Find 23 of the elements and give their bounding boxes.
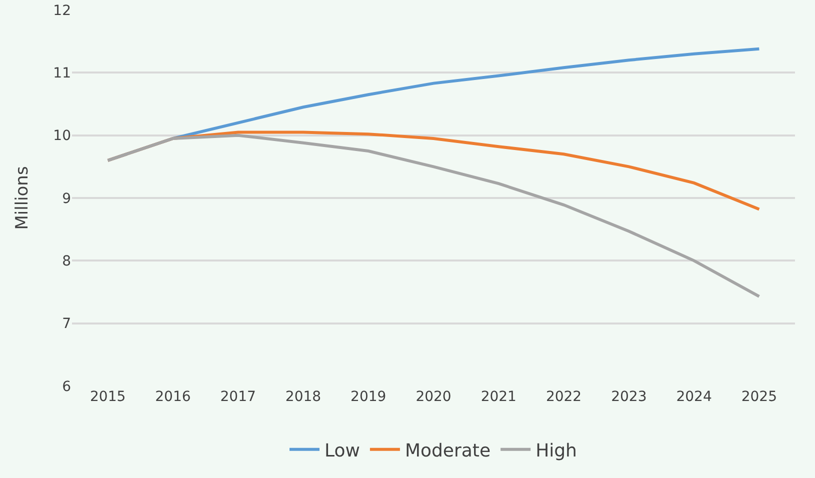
y-tick-label: 6 xyxy=(62,378,72,395)
x-tick-label: 2023 xyxy=(611,389,647,405)
y-tick-label: 12 xyxy=(53,2,71,19)
line-series xyxy=(106,134,761,298)
x-tick-label: 2021 xyxy=(480,389,516,405)
x-tick-label: 2017 xyxy=(220,389,256,405)
x-tick-label: 2022 xyxy=(546,389,582,405)
x-tick-label: 2020 xyxy=(416,389,452,405)
y-tick-label: 11 xyxy=(53,66,71,82)
legend-label: High xyxy=(536,440,577,462)
legend-label: Moderate xyxy=(404,440,491,462)
x-tick-label: 2015 xyxy=(90,389,126,405)
y-tick-label: 10 xyxy=(53,128,71,144)
x-tick-label: 2024 xyxy=(676,389,712,405)
legend-label: Low xyxy=(324,440,360,462)
x-tick-label: 2019 xyxy=(350,389,386,405)
y-tick-label: 7 xyxy=(62,316,71,332)
x-tick-label: 2025 xyxy=(741,389,777,405)
y-tick-label: 8 xyxy=(62,254,71,270)
x-tick-label: 2018 xyxy=(285,389,322,405)
y-axis-title: Millions xyxy=(12,166,33,230)
x-tick-label: 2016 xyxy=(155,389,191,405)
y-tick-label: 9 xyxy=(62,190,71,207)
